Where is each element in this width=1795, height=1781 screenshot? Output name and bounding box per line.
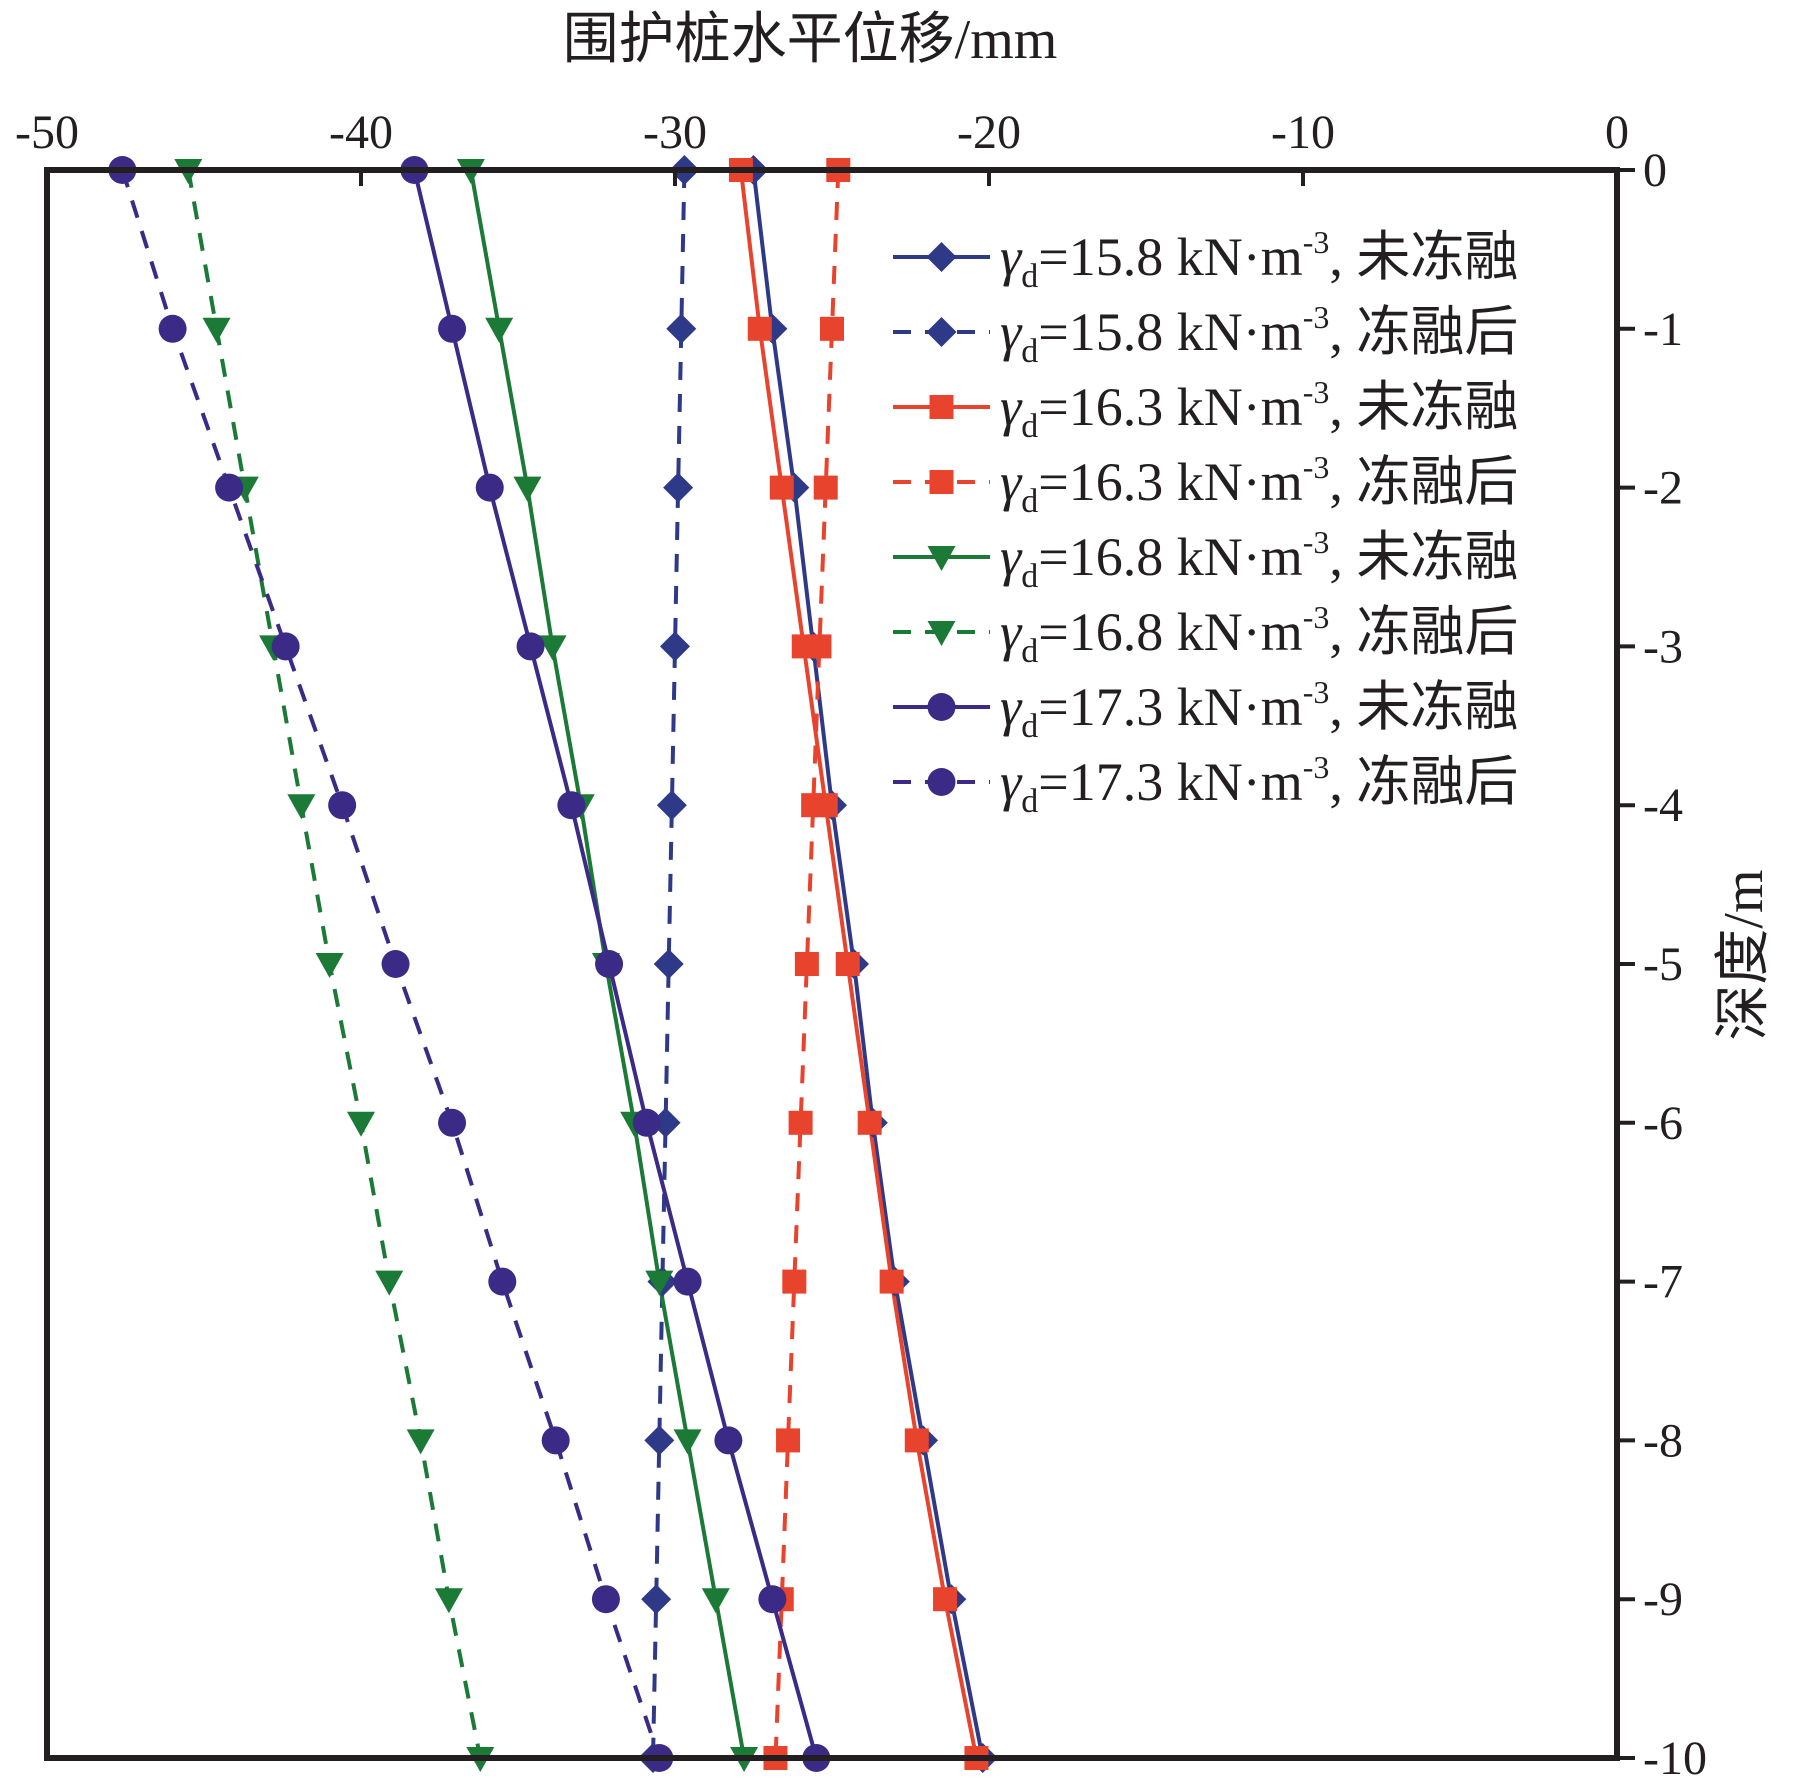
series-7-point-2 — [438, 314, 467, 343]
series-4-point-6 — [794, 952, 819, 976]
series-7-point-9 — [714, 1426, 743, 1455]
y-tick-label: -6 — [1643, 1097, 1683, 1150]
series-2-point-6 — [653, 949, 684, 979]
series-6-point-6 — [315, 953, 344, 978]
y-tick-label: -7 — [1643, 1256, 1683, 1309]
series-6-point-7 — [347, 1111, 375, 1137]
legend-marker-6 — [927, 621, 956, 646]
legend-background — [880, 215, 1592, 815]
series-7-point-10 — [758, 1585, 787, 1614]
series-6-point-8 — [375, 1270, 404, 1296]
series-8-point-3 — [215, 473, 244, 502]
series-6-point-9 — [406, 1429, 435, 1455]
series-4-point-5 — [801, 793, 826, 818]
series-4-point-2 — [820, 316, 844, 341]
series-5-point-2 — [485, 317, 514, 343]
series-3-point-10 — [933, 1587, 958, 1612]
legend-label-5: γd=16.8 kN·m-3, 未冻融 — [1000, 524, 1518, 595]
series-7-point-8 — [673, 1267, 702, 1296]
series-6-point-5 — [287, 794, 316, 820]
legend-label-4: γd=16.3 kN·m-3, 冻融后 — [1000, 449, 1518, 520]
y-tick-label: -1 — [1643, 303, 1683, 356]
legend-label-3: γd=16.3 kN·m-3, 未冻融 — [1000, 374, 1518, 445]
series-2-point-3 — [663, 472, 694, 503]
y-tick-label: -2 — [1643, 462, 1683, 515]
series-3-point-7 — [857, 1110, 882, 1135]
legend-marker-3 — [929, 395, 954, 419]
series-4-point-8 — [782, 1269, 807, 1294]
x-axis-title: 围护桩水平位移/mm — [563, 9, 1058, 71]
x-tick-label: -10 — [1271, 106, 1335, 159]
series-2-point-9 — [644, 1425, 675, 1456]
series-5-point-8 — [645, 1270, 674, 1296]
legend-marker-4 — [929, 470, 954, 494]
series-5-point-3 — [513, 476, 542, 502]
series-8-point-10 — [591, 1585, 620, 1614]
series-4-point-4 — [807, 634, 832, 659]
series-2-point-2 — [666, 313, 697, 344]
series-8-point-4 — [271, 632, 300, 661]
series-line-4 — [773, 169, 841, 1759]
y-tick-label: -9 — [1643, 1573, 1683, 1626]
series-8-point-6 — [381, 950, 410, 978]
series-line-2 — [651, 169, 687, 1759]
series-7-point-3 — [475, 473, 504, 502]
series-2-point-5 — [656, 790, 687, 821]
series-8-point-9 — [541, 1426, 570, 1455]
legend-marker-8 — [927, 768, 956, 796]
legend-label-2: γd=15.8 kN·m-3, 冻融后 — [1000, 299, 1518, 370]
series-8-point-2 — [158, 314, 187, 343]
series-7-point-6 — [595, 950, 624, 978]
series-3-point-2 — [747, 316, 772, 341]
y-tick-label: -10 — [1643, 1732, 1707, 1776]
y-axis-title: 深度/m — [1713, 869, 1775, 1040]
y-tick-label: -3 — [1643, 620, 1683, 673]
series-8-point-7 — [438, 1108, 467, 1137]
series-5-point-10 — [701, 1588, 730, 1614]
legend-marker-7 — [927, 693, 956, 721]
legend-label-1: γd=15.8 kN·m-3, 未冻融 — [1000, 224, 1518, 295]
x-tick-label: -50 — [15, 106, 79, 159]
series-8-point-8 — [488, 1267, 517, 1296]
series-8-point-5 — [328, 791, 357, 820]
legend-label-7: γd=17.3 kN·m-3, 未冻融 — [1000, 674, 1518, 745]
legend-marker-2 — [926, 317, 957, 347]
series-3-point-8 — [879, 1269, 904, 1294]
series-7-point-7 — [632, 1108, 661, 1137]
legend-label-8: γd=17.3 kN·m-3, 冻融后 — [1000, 749, 1518, 820]
series-6-point-10 — [434, 1588, 463, 1614]
x-tick-label: -40 — [329, 106, 393, 159]
series-2-point-10 — [641, 1584, 672, 1615]
series-5-point-4 — [538, 635, 567, 661]
y-tick-label: -4 — [1643, 779, 1683, 832]
y-tick-label: -5 — [1643, 938, 1683, 991]
legend-label-6: γd=16.8 kN·m-3, 冻融后 — [1000, 599, 1518, 670]
series-4-point-7 — [788, 1110, 813, 1135]
series-4-point-9 — [776, 1428, 801, 1453]
series-5-point-9 — [673, 1429, 702, 1455]
y-tick-label: -8 — [1643, 1414, 1683, 1467]
series-6-point-2 — [202, 317, 231, 343]
series-7-point-5 — [557, 791, 586, 820]
x-tick-label: -20 — [957, 106, 1021, 159]
series-2-point-4 — [660, 631, 690, 662]
series-3-point-6 — [835, 952, 860, 976]
legend-marker-5 — [927, 546, 956, 571]
series-7-point-4 — [516, 632, 545, 661]
x-tick-label: 0 — [1605, 106, 1629, 159]
x-tick-label: -30 — [643, 106, 707, 159]
legend-marker-1 — [926, 242, 957, 272]
y-tick-label: 0 — [1643, 144, 1667, 197]
series-4-point-3 — [813, 475, 838, 500]
series-3-point-3 — [769, 475, 794, 500]
series-3-point-9 — [904, 1428, 929, 1453]
